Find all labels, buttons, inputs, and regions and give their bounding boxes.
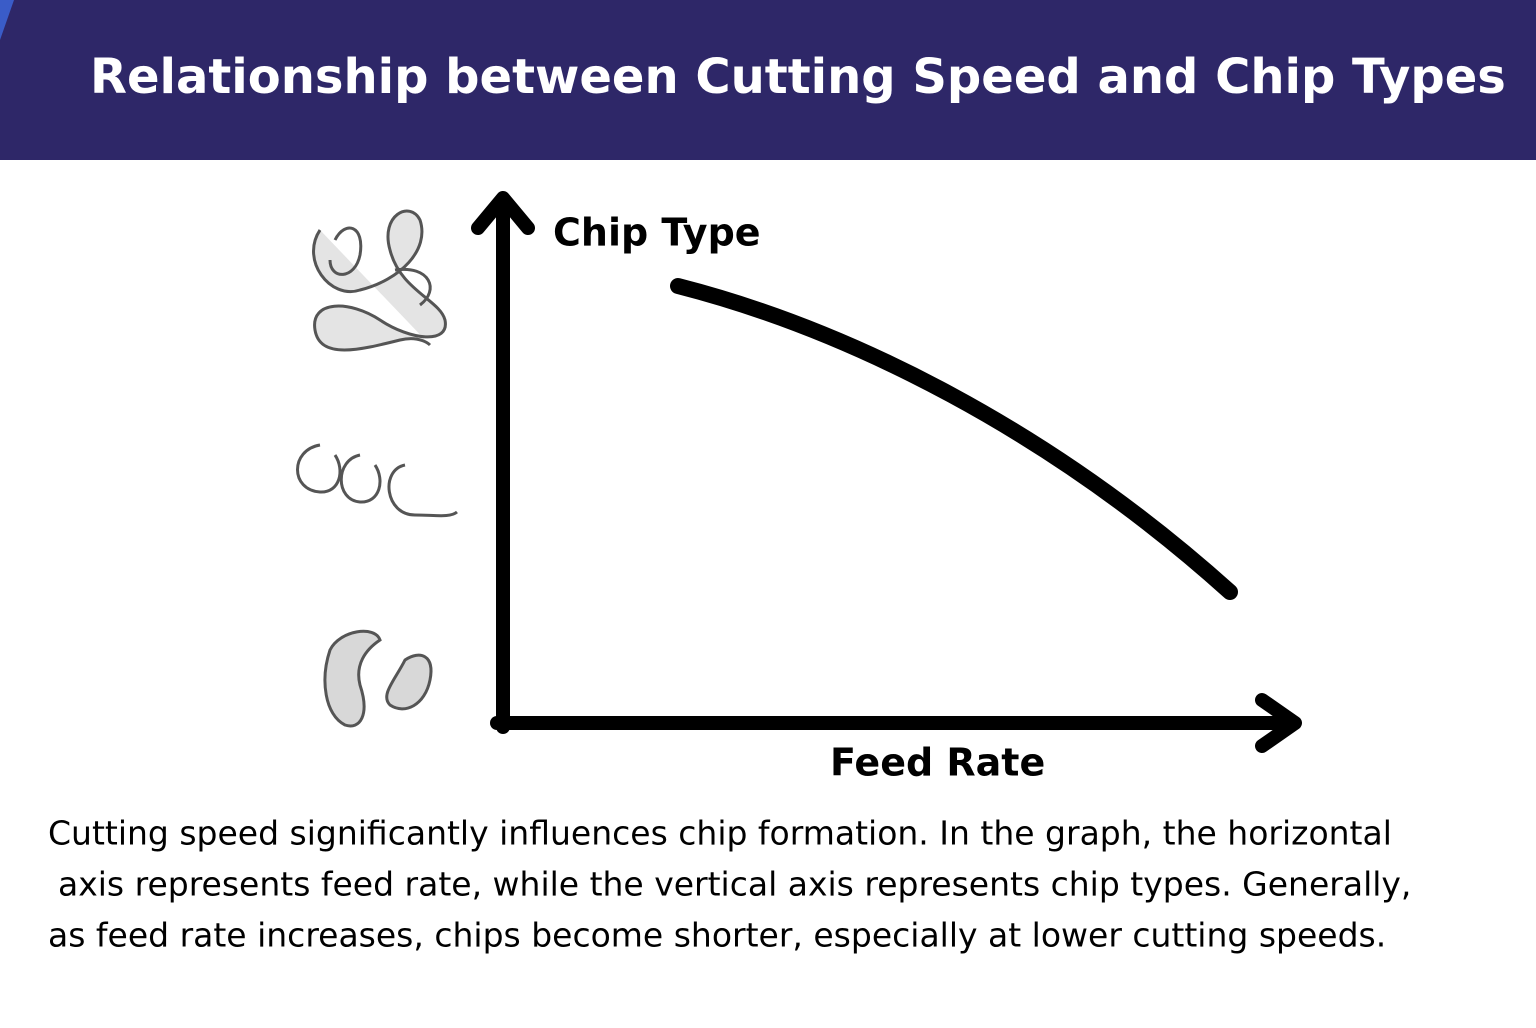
chip-icon-segment [323, 629, 433, 728]
body-line: as feed rate increases, chips become sho… [48, 916, 1386, 955]
axes [471, 191, 1302, 753]
chip-icon-tangled [312, 209, 447, 352]
body-line: axis represents feed rate, while the ver… [58, 865, 1411, 904]
header-accent [0, 0, 14, 40]
header-bar [0, 0, 1536, 160]
x-axis-label: Feed Rate [830, 741, 1045, 785]
body-line: Cutting speed significantly influences c… [48, 814, 1392, 853]
chip-icon-spiral [296, 443, 458, 518]
title: Relationship between Cutting Speed and C… [90, 49, 1506, 105]
trend-curve [670, 278, 1238, 600]
y-axis-label: Chip Type [553, 211, 761, 255]
